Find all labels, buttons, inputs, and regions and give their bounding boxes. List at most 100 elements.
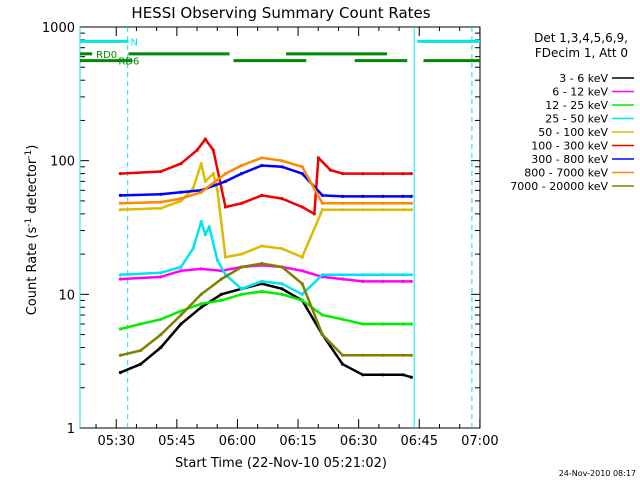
x-axis-label: Start Time (22-Nov-10 05:21:02) (175, 456, 387, 471)
series-point (118, 370, 122, 375)
series-point (409, 375, 413, 379)
series-point (179, 265, 183, 269)
series-point (312, 212, 316, 216)
series-point (341, 194, 345, 198)
series-point (361, 201, 365, 205)
series-point (260, 279, 264, 283)
legend-header-line: Det 1,3,4,5,6,9, (534, 31, 628, 45)
series-point (341, 208, 345, 212)
series-point (118, 208, 122, 212)
series-point (316, 156, 320, 160)
series-point (199, 190, 203, 194)
legend: Det 1,3,4,5,6,9,FDecim 1, Att 0 3 - 6 keV… (510, 31, 634, 193)
series-point (409, 172, 413, 176)
plot-group: 1 10 100 1000 05:30 05:45 06:00 06:15 06:30 06:45… (42, 21, 499, 449)
legend-entry-label: 7000 - 20000 keV (510, 180, 608, 193)
legend-entry-label: 3 - 6 keV (559, 72, 608, 85)
series-point (118, 277, 122, 281)
series-point (223, 172, 228, 176)
series-point (159, 317, 163, 321)
series-point (159, 271, 163, 275)
series-point (361, 279, 365, 283)
series-point (409, 322, 413, 326)
series-point (280, 287, 284, 291)
series-point (159, 206, 163, 210)
series-point (341, 277, 345, 281)
legend-entry-label: 25 - 50 keV (545, 113, 608, 126)
series-point (223, 179, 228, 183)
series-point (118, 193, 122, 197)
series-point (300, 292, 304, 296)
series-point (199, 162, 203, 166)
flag-label: RD0 (96, 50, 117, 61)
series-point (199, 292, 203, 296)
series-point (215, 258, 219, 262)
series-point (195, 148, 199, 152)
series-group (118, 163, 413, 198)
series-point (300, 172, 304, 176)
series-point (361, 208, 365, 212)
series-group (118, 289, 413, 331)
series-point (280, 159, 284, 163)
series-point (361, 273, 365, 277)
series-point (260, 163, 264, 168)
x-tick-label: 07:00 (461, 434, 498, 449)
series-point (159, 275, 163, 279)
chart-title: HESSI Observing Summary Count Rates (131, 4, 430, 22)
series-point (401, 322, 405, 326)
series-point (361, 194, 365, 198)
y-axis-label-part1: Count Rate (s (25, 227, 40, 316)
series-point (381, 172, 385, 176)
flag-label: RD6 (118, 57, 139, 68)
series-point (280, 282, 284, 286)
y-axis-label-sup2: -1 (24, 150, 34, 159)
series-line (120, 220, 412, 296)
series-point (240, 265, 244, 269)
series-point (341, 201, 345, 205)
series-point (300, 165, 304, 169)
series-point (401, 373, 405, 377)
series-point (328, 168, 333, 172)
series-point (159, 169, 163, 174)
y-axis-label-part2: detector (25, 158, 40, 218)
series-point (179, 199, 183, 203)
series-point (223, 255, 228, 259)
series-point (191, 247, 195, 251)
series-line (120, 264, 412, 283)
legend-entry-label: 800 - 7000 keV (524, 167, 608, 180)
series-point (341, 273, 345, 277)
series-point (401, 194, 405, 198)
series-point (401, 353, 405, 357)
legend-entry-label: 50 - 100 keV (538, 126, 608, 139)
series-group (118, 137, 413, 216)
series-point (401, 273, 405, 277)
series-point (223, 205, 228, 209)
series-group (118, 162, 413, 259)
series-point (300, 205, 304, 209)
series-point (381, 353, 385, 357)
series-point (341, 353, 345, 357)
legend-entry-label: 100 - 300 keV (531, 140, 608, 153)
series-point (207, 225, 211, 229)
series-point (118, 172, 122, 176)
series-point (280, 265, 284, 269)
series-line (120, 162, 412, 259)
series-point (381, 273, 385, 277)
series-point (203, 179, 207, 183)
series-group (118, 261, 413, 357)
series-line (120, 262, 412, 357)
x-tick-label: 06:45 (401, 434, 438, 449)
series-point (280, 292, 284, 296)
series-point (159, 200, 163, 204)
series-point (203, 137, 207, 141)
series-point (199, 267, 203, 271)
series-point (260, 193, 264, 197)
plot-frame (79, 26, 481, 429)
series-point (139, 348, 143, 353)
y-tick-label: 1000 (42, 21, 75, 36)
series-point (240, 292, 244, 296)
series-point (341, 362, 345, 366)
series-point (179, 313, 183, 317)
series-point (159, 333, 163, 337)
